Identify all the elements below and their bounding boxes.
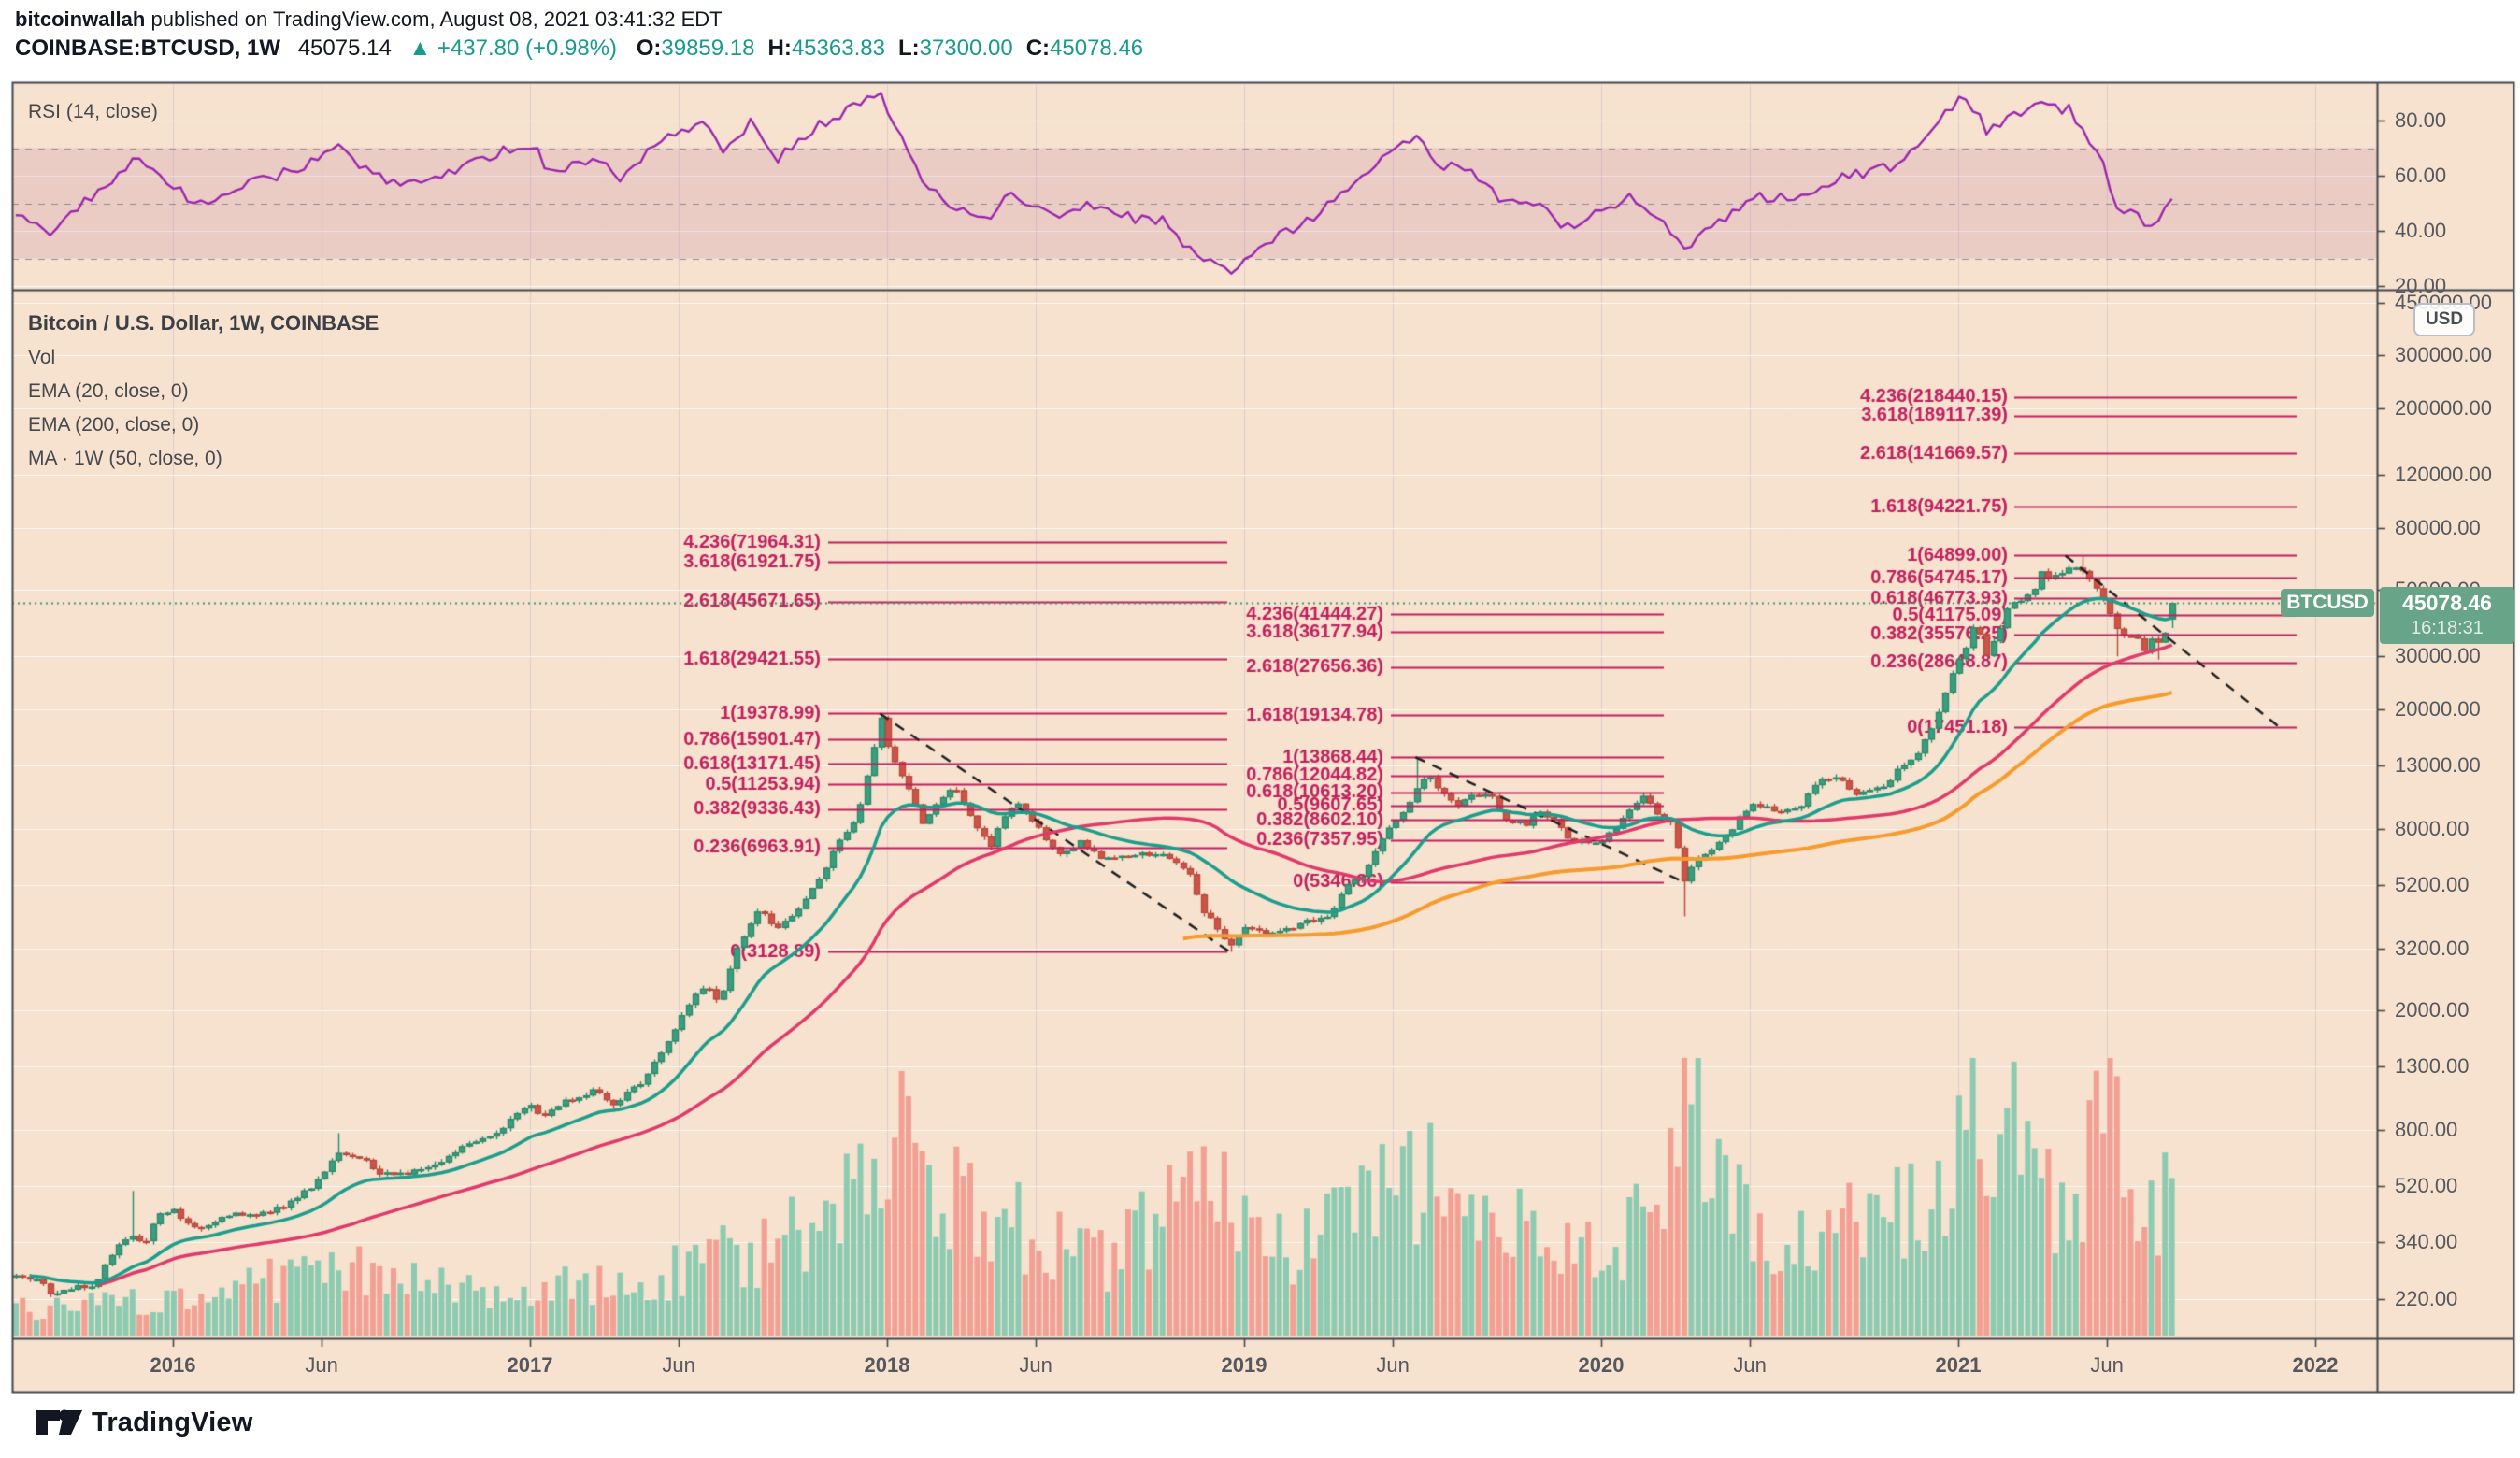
bar-countdown: 16:18:31 <box>2411 618 2484 638</box>
publisher-name[interactable]: bitcoinwallah <box>15 7 146 31</box>
price-axis-label: 2000.00 <box>2395 998 2470 1022</box>
legend-item-ma50[interactable]: MA · 1W (50, close, 0) <box>28 448 222 469</box>
time-axis-label: Jun <box>1733 1353 1767 1377</box>
time-axis-label: 2019 <box>1221 1353 1267 1377</box>
last-price-value: 45078.46 <box>2402 591 2492 615</box>
price-axis-label: 13000.00 <box>2395 753 2481 778</box>
price-change: +437.80 (+0.98%) <box>437 36 618 61</box>
rsi-axis-label: 80.00 <box>2395 108 2447 132</box>
ohlc-value: 37300.00 <box>919 36 1013 61</box>
price-axis-label: 340.00 <box>2395 1229 2458 1253</box>
time-axis-label: Jun <box>1376 1353 1410 1377</box>
price-axis-label: 220.00 <box>2395 1286 2458 1310</box>
price-axis-label: 20000.00 <box>2395 697 2481 722</box>
time-axis-label: Jun <box>1019 1353 1052 1377</box>
last-price: 45075.14 <box>297 36 392 61</box>
time-axis-label: 2020 <box>1578 1353 1625 1377</box>
ohlc-readout: O:39859.18 H:45363.83 L:37300.00 C:45078.46 <box>623 36 1143 61</box>
symbol-title[interactable]: COINBASE:BTCUSD, 1W <box>15 36 281 61</box>
tradingview-logo-icon[interactable] <box>34 1403 82 1442</box>
rsi-axis-label: 20.00 <box>2395 274 2447 297</box>
time-axis-label: 2021 <box>1935 1353 1982 1377</box>
price-axis-label: 200000.00 <box>2395 396 2492 421</box>
ohlc-value: 45363.83 <box>791 36 885 61</box>
time-axis-label: 2017 <box>507 1353 553 1377</box>
symbol-readout-line: COINBASE:BTCUSD, 1W 45075.14 ▲ +437.80 (… <box>15 36 1143 62</box>
time-axis-label: 2022 <box>2292 1353 2339 1377</box>
last-price-axis-label: 45078.46 16:18:31 <box>2380 587 2514 644</box>
chart-legend: Bitcoin / U.S. Dollar, 1W, COINBASE Vol … <box>28 311 379 470</box>
legend-item-volume[interactable]: Vol <box>28 347 56 368</box>
brand-name[interactable]: TradingView <box>92 1407 253 1437</box>
time-axis-label: Jun <box>2090 1353 2124 1377</box>
price-axis-label: 8000.00 <box>2395 817 2470 841</box>
price-axis-label: 3200.00 <box>2395 936 2470 961</box>
ohlc-value: 45078.46 <box>1050 36 1144 61</box>
ohlc-label: C: <box>1025 36 1051 61</box>
time-axis-label: 2016 <box>150 1353 196 1377</box>
rsi-axis-label: 40.00 <box>2395 219 2447 242</box>
price-axis-label: 120000.00 <box>2395 463 2492 487</box>
legend-symbol-title[interactable]: Bitcoin / U.S. Dollar, 1W, COINBASE <box>28 311 379 335</box>
rsi-legend[interactable]: RSI (14, close) <box>28 101 158 122</box>
time-axis-label: 2018 <box>864 1353 910 1377</box>
ohlc-value: 39859.18 <box>661 36 755 61</box>
price-axis-label: 800.00 <box>2395 1118 2458 1142</box>
price-axis-label: 300000.00 <box>2395 343 2492 367</box>
price-axis-label: 30000.00 <box>2395 644 2481 668</box>
price-axis-label: 80000.00 <box>2395 516 2481 540</box>
price-axis-label: 1300.00 <box>2395 1054 2470 1079</box>
publisher-line: bitcoinwallah published on TradingView.c… <box>15 7 723 32</box>
currency-unit-badge[interactable]: USD <box>2413 303 2475 336</box>
legend-item-ema200[interactable]: EMA (200, close, 0) <box>28 414 200 436</box>
price-axis-label: 5200.00 <box>2395 873 2470 897</box>
snapshot-footer: TradingView <box>34 1403 253 1442</box>
ohlc-label: H: <box>767 36 792 61</box>
time-axis-label: Jun <box>305 1353 338 1377</box>
ohlc-label: O: <box>636 36 662 61</box>
ohlc-label: L: <box>897 36 920 61</box>
legend-item-ema20[interactable]: EMA (20, close, 0) <box>28 380 189 402</box>
price-axis-label: 520.00 <box>2395 1174 2458 1198</box>
rsi-axis-label: 60.00 <box>2395 164 2447 187</box>
publish-info: published on TradingView.com, August 08,… <box>145 7 723 31</box>
time-axis-label: Jun <box>662 1353 695 1377</box>
up-arrow-icon: ▲ <box>408 36 432 61</box>
symbol-price-tag: BTCUSD <box>2281 589 2374 617</box>
